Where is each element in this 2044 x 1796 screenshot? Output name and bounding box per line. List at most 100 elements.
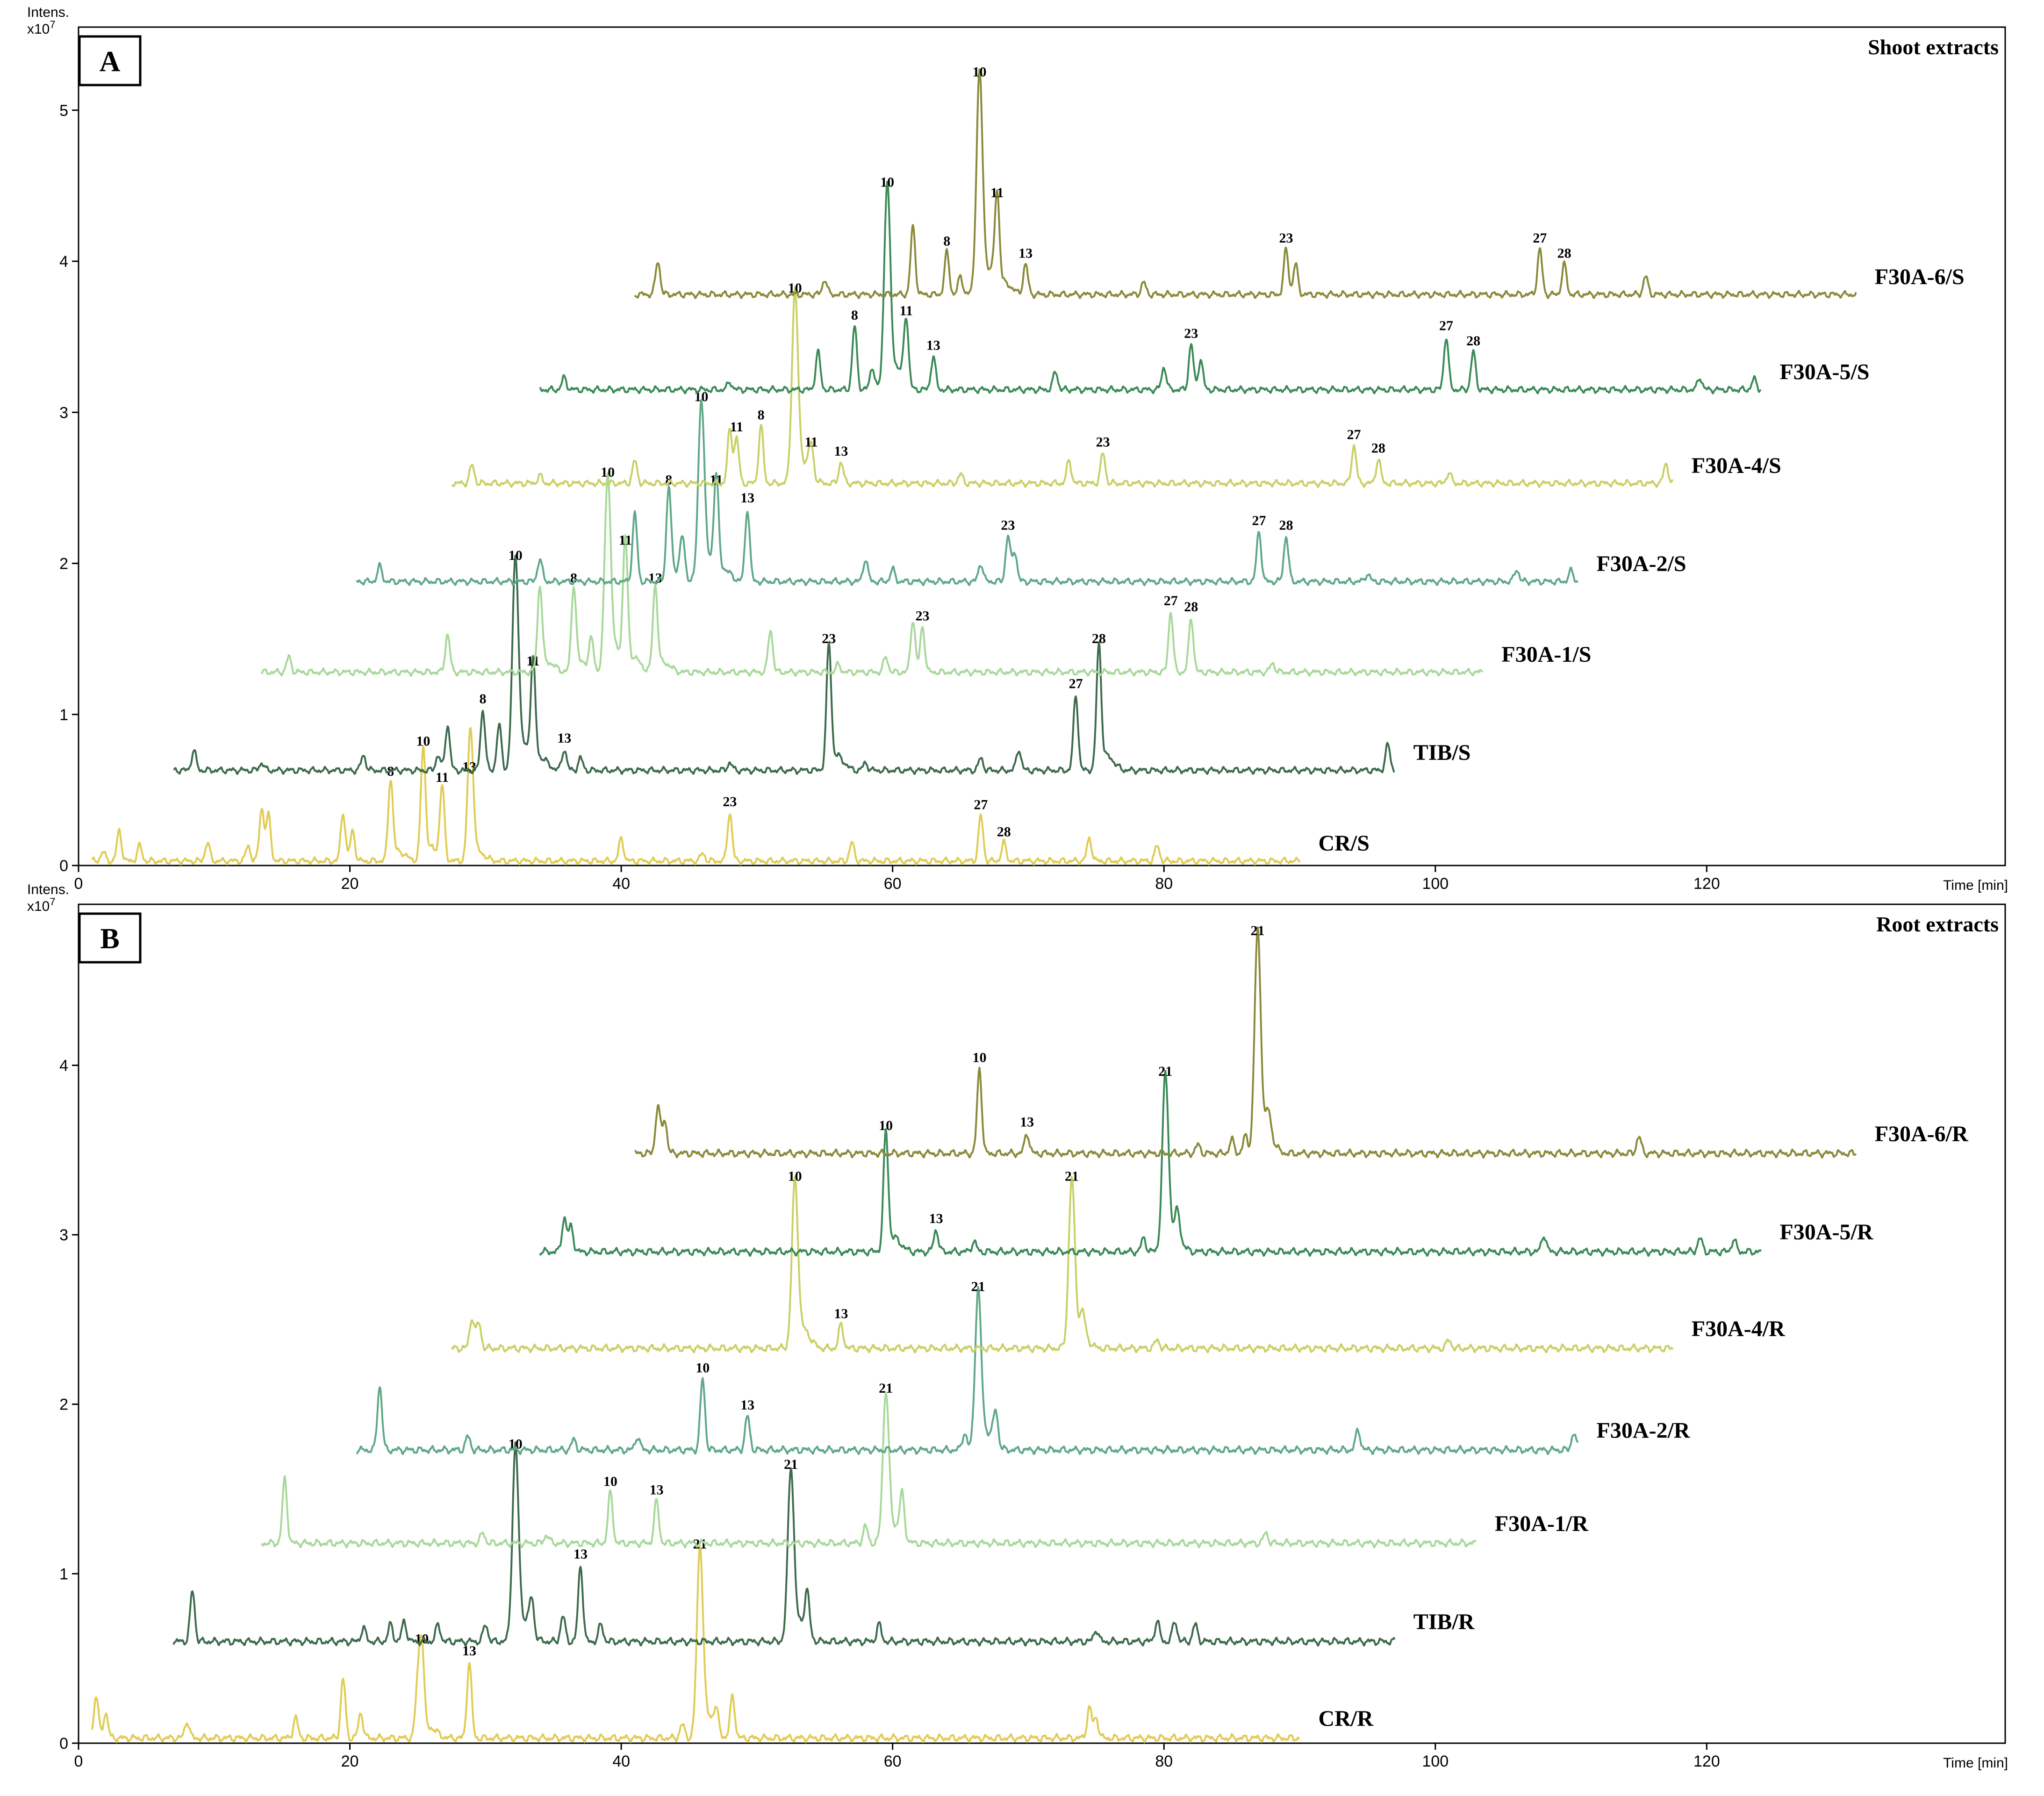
peak-label: 13 [834,1306,848,1321]
peak-label: 13 [929,1211,943,1226]
y-tick-label: 0 [59,1735,68,1753]
trace-name: F30A-6/S [1875,265,1965,289]
trace-line [634,68,1857,300]
y-tick-label: 1 [59,1565,68,1583]
x-tick-label: 40 [612,1753,630,1770]
trace-line [451,286,1674,488]
peak-label: 21 [879,1381,893,1396]
y-tick-label: 1 [59,706,68,724]
trace-f30a-6-s: 8 10 11 13 23 27 28 F30A-6/S [634,64,1965,300]
trace-name: CR/R [1319,1706,1374,1731]
peak-label: 21 [971,1279,985,1294]
peak-label: 28 [1184,599,1198,615]
peak-label: 13 [557,730,571,746]
peak-label: 10 [972,1050,986,1066]
y-axis-unit: x107 [27,896,56,914]
peak-label: 23 [1279,230,1293,246]
peak-label: 21 [1251,923,1265,938]
trace-line [356,399,1579,587]
peak-label: 27 [1069,676,1083,692]
peak-label: 13 [740,490,754,506]
peak-label: 13 [926,338,940,353]
x-tick-label: 20 [341,1753,359,1770]
peak-label: 11 [900,303,913,318]
peak-label: 28 [1279,517,1293,533]
peak-label: 23 [1096,435,1110,450]
peak-label: 11 [526,653,539,669]
peak-label: 28 [1466,333,1480,349]
peak-label: 10 [788,1169,802,1184]
trace-line [91,1545,1300,1744]
panel-label-box [78,35,142,86]
trace-f30a-5-r: 10 13 21 F30A-5/R [539,1064,1874,1257]
x-tick-label: 120 [1693,1753,1720,1770]
y-tick-label: 0 [59,857,68,875]
peak-label: 10 [416,734,430,749]
peak-label: 27 [1533,230,1547,246]
trace-name: F30A-5/S [1779,359,1869,384]
x-tick-label: 0 [74,1753,83,1770]
peak-label: 28 [1557,245,1571,261]
trace-line [91,727,1301,866]
peak-label: 23 [1184,326,1198,341]
y-tick-label: 3 [59,404,68,422]
peak-label: 11 [730,419,743,435]
x-tick-label: 40 [612,875,630,893]
x-tick-label: 120 [1693,875,1720,893]
x-tick-label: 60 [884,1753,902,1770]
peak-label: 13 [740,1397,754,1413]
peak-label: 27 [974,797,988,812]
trace-f30a-2-r: 10 13 21 F30A-2/R [356,1279,1691,1455]
peak-label: 8 [851,308,858,323]
y-tick-label: 5 [59,102,68,120]
trace-f30a-4-s: 11 8 10 11 13 23 27 28 F30A-4/S [451,280,1781,488]
peak-label: 21 [1158,1064,1172,1079]
panel-label: B [100,923,119,955]
peak-label: 10 [879,1118,893,1133]
peak-label: 28 [997,824,1011,840]
x-axis-title: Time [min] [1943,878,2008,893]
trace-name: CR/S [1319,831,1370,856]
x-tick-label: 60 [884,875,902,893]
peak-label: 23 [822,631,836,646]
trace-line [172,1441,1396,1647]
trace-f30a-1-r: 10 13 21 F30A-1/R [261,1381,1589,1549]
x-tick-label: 20 [341,875,359,893]
trace-name: F30A-2/R [1597,1418,1691,1443]
trace-tib-r: 10 13 21 TIB/R [172,1437,1475,1647]
peak-label: 10 [601,465,615,480]
panel-label-box [78,912,142,964]
peak-label: 21 [784,1457,798,1472]
trace-line [261,472,1484,677]
trace-line [356,1286,1579,1455]
peak-label: 13 [834,444,848,459]
peak-label: 11 [619,533,632,548]
trace-name: F30A-4/S [1692,453,1781,478]
peak-label: 10 [509,548,523,563]
trace-line [451,1175,1674,1354]
panel-title: Root extracts [1876,912,1999,936]
peak-label: 8 [570,570,577,586]
trace-name: TIB/S [1413,740,1471,765]
peak-label: 10 [972,64,986,80]
peak-label: 13 [650,1482,664,1497]
peak-label: 27 [1252,513,1266,529]
trace-f30a-1-s: 8 10 11 13 23 27 28 F30A-1/S [261,465,1591,677]
trace-name: F30A-2/S [1597,551,1686,576]
peak-label: 8 [758,407,765,422]
y-axis-title: Intens. [27,5,69,20]
peak-label: 28 [1371,440,1385,456]
x-tick-label: 80 [1155,875,1173,893]
peak-label: 8 [943,234,950,249]
trace-f30a-4-r: 10 13 21 F30A-4/R [451,1169,1786,1354]
trace-name: F30A-1/S [1501,642,1591,667]
peak-label: 27 [1439,318,1453,334]
y-tick-label: 2 [59,1396,68,1414]
trace-tib-s: 8 10 11 13 23 27 28 TIB/S [173,548,1471,775]
trace-line [539,181,1761,394]
trace-line [539,1070,1762,1257]
